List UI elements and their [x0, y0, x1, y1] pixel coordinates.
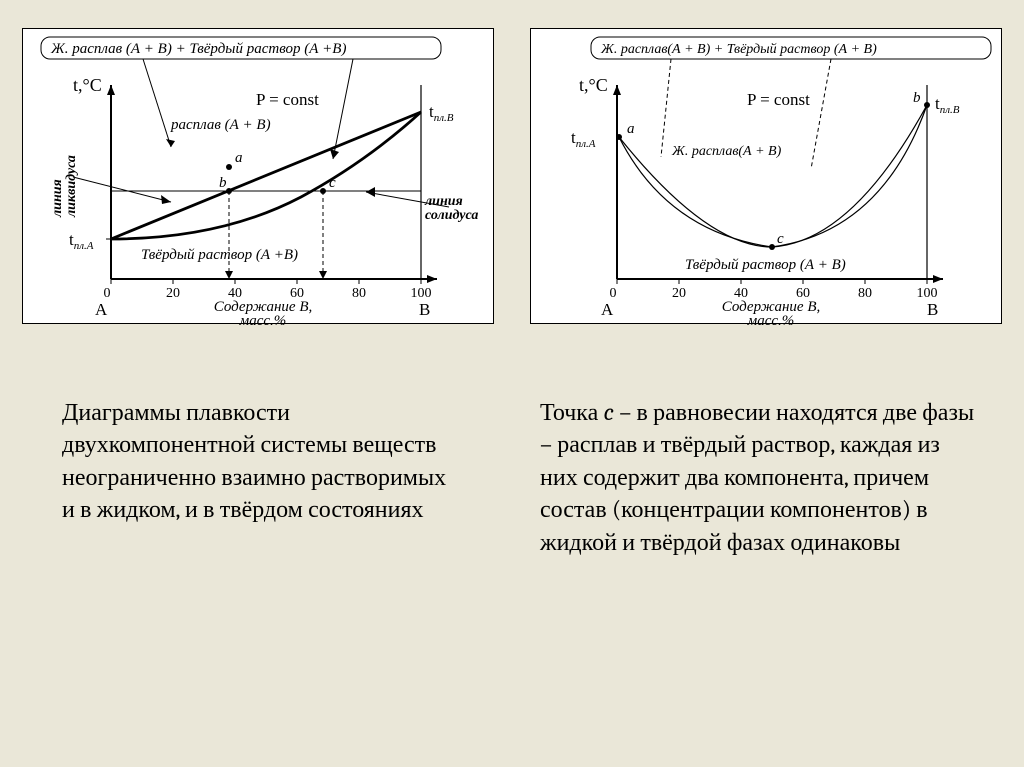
point-b-label: b — [913, 90, 921, 106]
x-axis-unit: масс.% — [747, 313, 795, 325]
t-pl-b-label: tпл.В — [935, 94, 960, 116]
y-axis-label: t,°C — [73, 75, 102, 95]
p-const-label: P = const — [747, 90, 810, 109]
t-pl-a-label: tпл.А — [69, 230, 94, 252]
p-const-label: P = const — [256, 90, 319, 109]
melt-region-label: Ж. расплав(А + В) — [671, 144, 782, 159]
xtick: 80 — [352, 286, 366, 301]
t-pl-b-label: tпл.В — [429, 102, 454, 124]
xtick: 100 — [411, 286, 432, 301]
left-phase-diagram-svg: Ж. расплав (А + В) + Твёрдый раствор (А … — [23, 29, 495, 325]
left-caption: Диаграммы плавкости двухкомпонентной сис… — [62, 396, 462, 526]
xtick: 100 — [917, 286, 938, 301]
point-c-label: c — [329, 175, 336, 191]
caption-point-c: c — [604, 398, 614, 426]
solidus-label: линия солидуса — [424, 194, 478, 223]
solid-region-label: Твёрдый раствор (А + В) — [685, 257, 846, 273]
point-c-label: c — [777, 231, 784, 247]
xtick: 20 — [672, 286, 686, 301]
right-caption: Точка c – в равновесии находятся две фаз… — [540, 396, 980, 558]
solid-region-label: Твёрдый раствор (А +В) — [141, 247, 298, 263]
point-a-label: a — [627, 121, 635, 137]
xtick: 20 — [166, 286, 180, 301]
point-b-label: b — [219, 175, 227, 191]
point-a-label: a — [235, 150, 243, 166]
header-label: Ж. расплав(А + В) + Твёрдый раствор (А +… — [600, 42, 877, 57]
xtick: 80 — [858, 286, 872, 301]
xtick: 0 — [610, 286, 617, 301]
component-b-label: B — [419, 300, 430, 319]
liquidus-label: линия ликвидуса — [50, 155, 79, 218]
caption-prefix: Точка — [540, 398, 604, 426]
header-label: Ж. расплав (А + В) + Твёрдый раствор (А … — [50, 41, 346, 57]
x-axis-unit: масс.% — [239, 313, 287, 325]
right-phase-diagram-panel: Ж. расплав(А + В) + Твёрдый раствор (А +… — [530, 28, 1002, 324]
t-pl-a-label: tпл.А — [571, 128, 596, 150]
melt-region-label: расплав (А + В) — [170, 117, 271, 133]
left-phase-diagram-panel: Ж. расплав (А + В) + Твёрдый раствор (А … — [22, 28, 494, 324]
component-a-label: A — [95, 300, 108, 319]
xtick: 0 — [104, 286, 111, 301]
right-phase-diagram-svg: Ж. расплав(А + В) + Твёрдый раствор (А +… — [531, 29, 1003, 325]
component-b-label: B — [927, 300, 938, 319]
y-axis-label: t,°C — [579, 75, 608, 95]
component-a-label: A — [601, 300, 614, 319]
